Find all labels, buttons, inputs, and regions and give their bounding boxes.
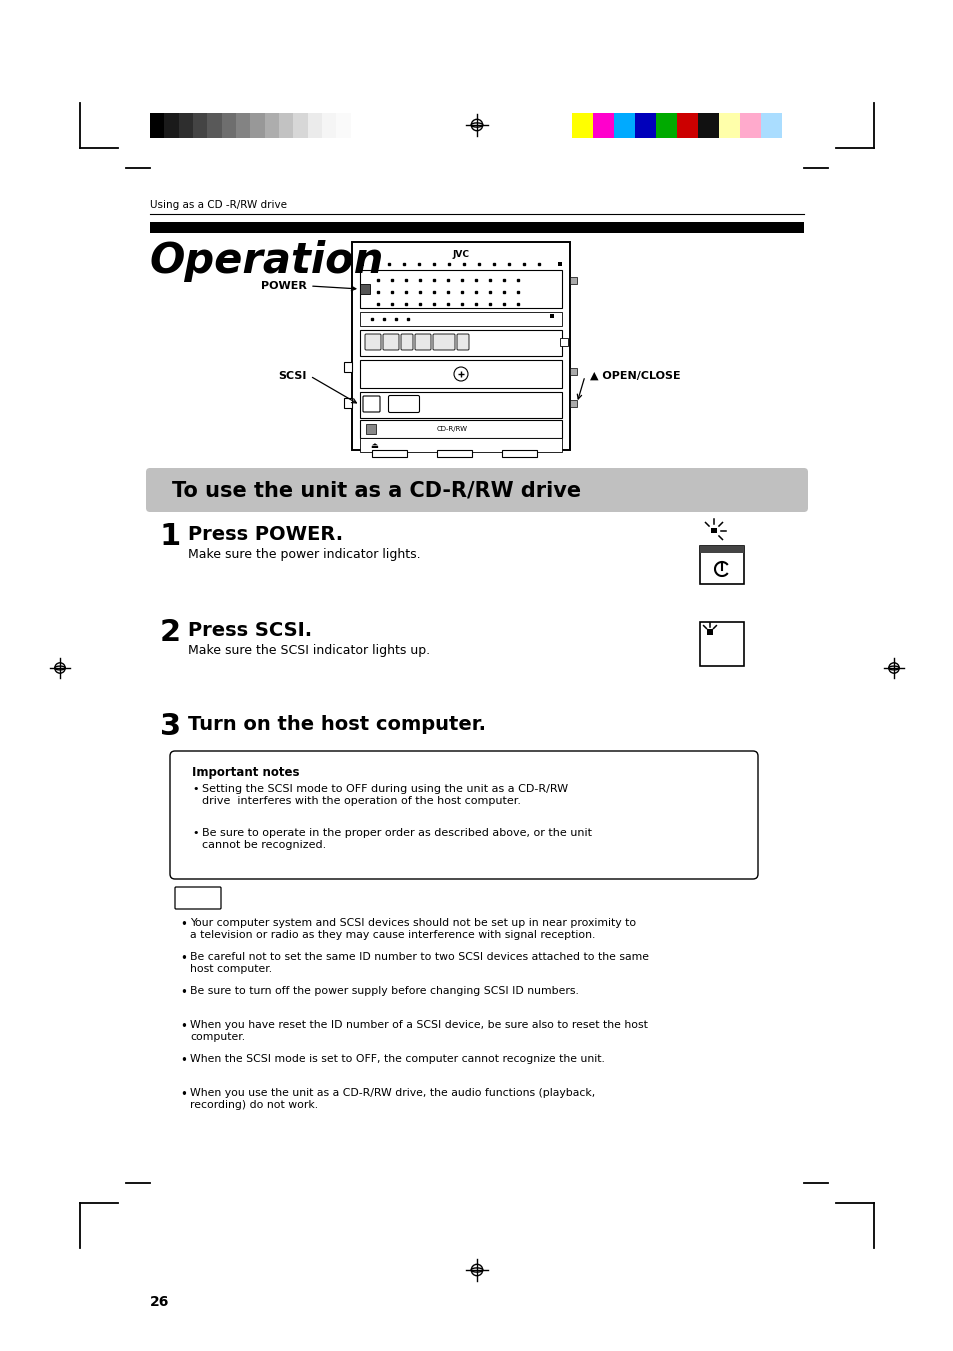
Bar	[700, 546, 743, 553]
Text: Make sure the power indicator lights.: Make sure the power indicator lights.	[188, 549, 420, 561]
Bar	[336, 113, 351, 138]
Bar	[359, 330, 561, 357]
Text: Be sure to turn off the power supply before changing SCSI ID numbers.: Be sure to turn off the power supply bef…	[190, 986, 578, 996]
Bar	[293, 113, 308, 138]
Bar	[278, 113, 293, 138]
Bar	[656, 113, 677, 138]
FancyBboxPatch shape	[174, 888, 221, 909]
Bar	[344, 399, 352, 408]
Bar	[150, 222, 803, 232]
Text: Your computer system and SCSI devices should not be set up in near proximity to
: Your computer system and SCSI devices sh…	[190, 917, 636, 939]
Text: POWER: POWER	[261, 281, 307, 290]
Text: 3: 3	[160, 712, 181, 740]
Text: ⏏: ⏏	[370, 440, 377, 450]
Bar	[359, 438, 561, 453]
Bar	[436, 450, 472, 457]
Text: •: •	[180, 917, 187, 931]
Text: When the SCSI mode is set to OFF, the computer cannot recognize the unit.: When the SCSI mode is set to OFF, the co…	[190, 1054, 604, 1065]
Text: •: •	[180, 986, 187, 998]
Bar	[501, 450, 537, 457]
Bar	[344, 362, 352, 372]
Bar	[207, 113, 221, 138]
Bar	[359, 312, 561, 326]
FancyBboxPatch shape	[363, 396, 379, 412]
FancyBboxPatch shape	[388, 396, 419, 412]
Text: Press SCSI.: Press SCSI.	[188, 621, 312, 640]
FancyBboxPatch shape	[170, 751, 758, 880]
Bar	[264, 113, 278, 138]
Bar	[700, 546, 743, 584]
Bar	[372, 450, 407, 457]
FancyBboxPatch shape	[433, 334, 455, 350]
Text: CD-R/RW: CD-R/RW	[436, 426, 467, 432]
Text: Using as a CD -R/RW drive: Using as a CD -R/RW drive	[150, 200, 287, 209]
Bar	[308, 113, 322, 138]
Bar	[572, 113, 593, 138]
Text: When you have reset the ID number of a SCSI device, be sure also to reset the ho: When you have reset the ID number of a S…	[190, 1020, 647, 1042]
Bar	[550, 313, 554, 317]
Bar	[193, 113, 207, 138]
Bar	[366, 424, 375, 434]
FancyBboxPatch shape	[456, 334, 469, 350]
Bar	[635, 113, 656, 138]
Text: Make sure the SCSI indicator lights up.: Make sure the SCSI indicator lights up.	[188, 644, 430, 657]
Bar	[322, 113, 336, 138]
Bar	[359, 270, 561, 308]
Text: Setting the SCSI mode to OFF during using the unit as a CD-R/RW
drive  interfere: Setting the SCSI mode to OFF during usin…	[202, 784, 568, 805]
Bar	[677, 113, 698, 138]
Bar	[559, 338, 567, 346]
Bar	[558, 262, 561, 266]
Bar	[359, 359, 561, 388]
Bar	[250, 113, 264, 138]
Bar	[351, 113, 365, 138]
Bar	[700, 621, 743, 666]
Bar	[164, 113, 178, 138]
Bar	[710, 528, 717, 534]
Text: ▲ OPEN/CLOSE: ▲ OPEN/CLOSE	[589, 372, 679, 381]
Bar	[235, 113, 250, 138]
Text: •: •	[180, 1020, 187, 1034]
Text: •: •	[192, 828, 198, 838]
Bar	[359, 284, 370, 295]
Bar	[221, 113, 235, 138]
Text: Be careful not to set the same ID number to two SCSI devices attached to the sam: Be careful not to set the same ID number…	[190, 952, 648, 974]
Text: Important notes: Important notes	[192, 766, 299, 780]
Bar	[614, 113, 635, 138]
Text: •: •	[180, 952, 187, 965]
FancyBboxPatch shape	[365, 334, 380, 350]
FancyBboxPatch shape	[415, 334, 431, 350]
Bar	[719, 113, 740, 138]
Text: 26: 26	[150, 1296, 170, 1309]
Bar	[593, 113, 614, 138]
Text: •: •	[180, 1054, 187, 1067]
FancyBboxPatch shape	[400, 334, 413, 350]
Bar	[569, 367, 577, 376]
Text: Turn on the host computer.: Turn on the host computer.	[188, 715, 485, 734]
Text: When you use the unit as a CD-R/RW drive, the audio functions (playback,
recordi: When you use the unit as a CD-R/RW drive…	[190, 1088, 595, 1109]
Text: 2: 2	[160, 617, 181, 647]
Bar	[706, 630, 712, 635]
Bar	[760, 113, 781, 138]
FancyBboxPatch shape	[382, 334, 398, 350]
Text: Be sure to operate in the proper order as described above, or the unit
cannot be: Be sure to operate in the proper order a…	[202, 828, 592, 850]
Text: JVC: JVC	[452, 250, 469, 259]
Bar	[150, 113, 164, 138]
Bar	[352, 242, 569, 450]
Text: To use the unit as a CD-R/RW drive: To use the unit as a CD-R/RW drive	[172, 480, 580, 500]
Bar	[569, 400, 577, 407]
Text: •: •	[180, 1088, 187, 1101]
FancyBboxPatch shape	[146, 467, 807, 512]
Bar	[698, 113, 719, 138]
Text: 1: 1	[160, 521, 181, 551]
Bar	[569, 277, 577, 284]
Bar	[359, 420, 561, 438]
Bar	[178, 113, 193, 138]
Bar	[359, 392, 561, 417]
Text: Press POWER.: Press POWER.	[188, 526, 343, 544]
Bar	[740, 113, 760, 138]
Text: Operation: Operation	[150, 240, 384, 282]
Bar	[359, 262, 364, 266]
Text: SCSI: SCSI	[278, 372, 307, 381]
Text: •: •	[192, 784, 198, 794]
